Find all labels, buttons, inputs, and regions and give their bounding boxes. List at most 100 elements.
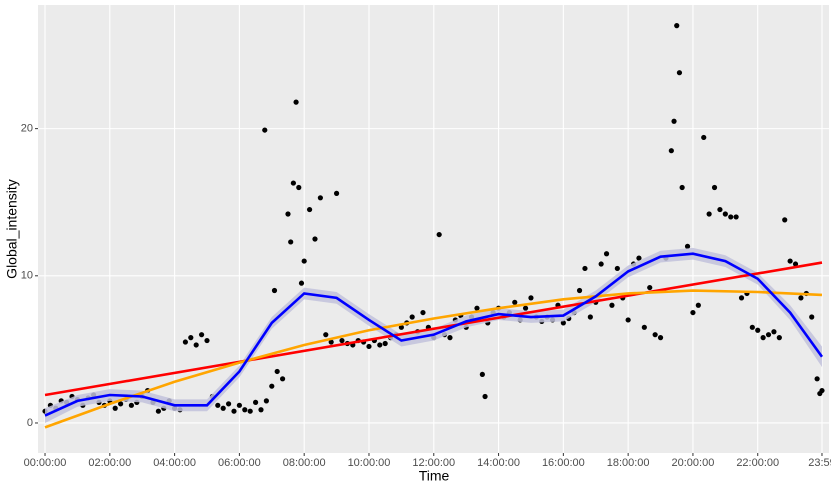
point xyxy=(333,190,340,196)
point xyxy=(787,258,793,264)
point xyxy=(668,148,674,154)
point xyxy=(285,211,291,217)
point xyxy=(323,332,329,338)
point xyxy=(198,332,205,338)
point xyxy=(641,324,647,330)
point xyxy=(155,408,162,414)
point xyxy=(128,402,135,408)
point xyxy=(262,127,268,133)
point xyxy=(193,342,199,348)
point xyxy=(771,329,777,335)
point xyxy=(522,305,529,311)
point xyxy=(479,371,485,378)
point xyxy=(112,405,118,411)
point xyxy=(366,343,372,350)
point xyxy=(317,195,323,201)
point xyxy=(760,335,766,341)
point xyxy=(288,239,294,245)
point xyxy=(236,402,242,408)
point xyxy=(625,317,631,323)
point xyxy=(576,287,583,294)
point xyxy=(782,217,788,223)
point xyxy=(733,214,739,220)
x-axis-title: Time xyxy=(419,468,450,484)
point xyxy=(738,295,745,301)
point xyxy=(614,265,620,272)
point xyxy=(298,280,305,286)
point xyxy=(560,320,566,326)
point xyxy=(188,335,194,341)
point xyxy=(220,405,226,411)
x-tick-label: 20:00:00 xyxy=(672,457,715,469)
y-axis-title: Global_intensity xyxy=(4,179,20,279)
point xyxy=(312,236,318,242)
point xyxy=(215,402,221,408)
x-tick-label: 12:00:00 xyxy=(412,457,455,469)
point xyxy=(676,70,683,76)
point xyxy=(819,387,825,394)
point xyxy=(258,407,264,413)
point xyxy=(398,324,404,330)
point xyxy=(271,287,278,294)
point xyxy=(290,180,296,186)
point xyxy=(247,408,253,414)
point xyxy=(225,401,232,407)
point xyxy=(809,314,815,320)
point xyxy=(420,309,426,316)
point xyxy=(792,261,799,267)
x-tick-label: 10:00:00 xyxy=(348,457,391,469)
point xyxy=(582,265,588,272)
y-tick-label: 10 xyxy=(21,270,33,282)
point xyxy=(798,295,804,301)
point xyxy=(636,255,642,261)
point xyxy=(679,184,685,191)
x-tick-label: 18:00:00 xyxy=(607,457,650,469)
point xyxy=(231,408,237,414)
point xyxy=(722,211,728,217)
x-tick-label: 00:00:00 xyxy=(24,457,67,469)
point xyxy=(755,327,761,333)
point xyxy=(706,211,712,217)
point xyxy=(528,295,534,301)
point xyxy=(296,184,302,191)
x-tick-label: 06:00:00 xyxy=(218,457,261,469)
point xyxy=(684,243,691,249)
point xyxy=(690,309,696,316)
point xyxy=(252,399,259,405)
point xyxy=(339,337,345,344)
point xyxy=(263,398,269,404)
point xyxy=(717,206,723,213)
point xyxy=(447,335,453,341)
point xyxy=(409,314,415,320)
point xyxy=(776,335,782,341)
x-tick-label: 16:00:00 xyxy=(542,457,585,469)
point xyxy=(814,376,820,382)
point xyxy=(293,99,299,105)
point xyxy=(711,184,718,191)
x-tick-label: 23:59 xyxy=(808,457,831,469)
point xyxy=(482,393,488,400)
point xyxy=(765,332,772,338)
x-tick-label: 14:00:00 xyxy=(477,457,520,469)
point xyxy=(728,214,734,220)
point xyxy=(701,134,707,141)
point xyxy=(182,339,189,345)
smooth-line xyxy=(44,261,823,397)
point xyxy=(657,335,664,341)
point xyxy=(274,368,280,375)
point xyxy=(269,383,275,389)
point xyxy=(652,332,658,338)
point xyxy=(598,261,604,267)
point xyxy=(118,401,124,407)
point xyxy=(671,118,677,124)
point xyxy=(695,302,701,308)
point xyxy=(587,314,593,320)
point xyxy=(306,206,313,213)
point xyxy=(474,305,480,311)
point xyxy=(382,340,388,347)
point xyxy=(279,376,286,382)
point xyxy=(674,23,680,29)
point xyxy=(603,251,610,257)
y-tick-label: 20 xyxy=(21,123,33,135)
point xyxy=(242,407,248,413)
